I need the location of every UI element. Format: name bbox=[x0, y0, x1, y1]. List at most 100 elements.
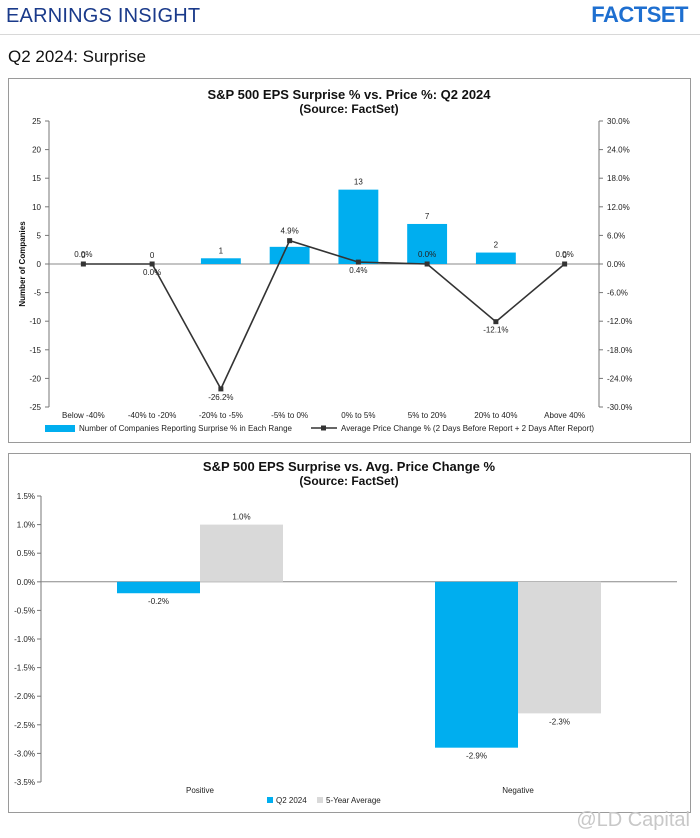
chart1-right-tick-label: 24.0% bbox=[607, 146, 630, 155]
chart1-line-label: 0.0% bbox=[418, 250, 436, 259]
chart2-y-tick-label: -3.0% bbox=[14, 749, 35, 758]
chart1-category-label: -20% to -5% bbox=[199, 411, 243, 420]
chart1-right-tick-label: 18.0% bbox=[607, 174, 630, 183]
chart1-line-marker bbox=[424, 261, 430, 267]
chart2-category-label: Negative bbox=[502, 786, 534, 795]
chart2-legend-swatch bbox=[317, 797, 323, 803]
chart2-bar bbox=[200, 524, 283, 582]
chart2-y-tick-label: -2.5% bbox=[14, 721, 35, 730]
chart2-title: S&P 500 EPS Surprise vs. Avg. Price Chan… bbox=[203, 459, 496, 474]
chart1-category-label: Above 40% bbox=[544, 411, 585, 420]
section-subtitle: Q2 2024: Surprise bbox=[8, 47, 146, 66]
chart1-right-tick-label: -12.0% bbox=[607, 317, 632, 326]
factset-logo: FACTSET bbox=[591, 2, 688, 27]
chart1-bar bbox=[269, 246, 310, 264]
chart1-line-label: -12.1% bbox=[483, 326, 508, 335]
chart2-y-tick-label: 1.0% bbox=[17, 521, 35, 530]
eps-surprise-vs-price-chart-panel: S&P 500 EPS Surprise % vs. Price %: Q2 2… bbox=[8, 78, 691, 443]
chart1-legend-line-marker bbox=[321, 425, 326, 431]
chart1-legend-line-label: Average Price Change % (2 Days Before Re… bbox=[341, 424, 594, 433]
chart1-bar-label: 2 bbox=[494, 241, 499, 250]
chart2-y-tick-label: 1.5% bbox=[17, 492, 35, 501]
page-header-title: EARNINGS INSIGHT bbox=[6, 5, 201, 27]
chart1-left-tick-label: 5 bbox=[37, 231, 42, 240]
chart1-title: S&P 500 EPS Surprise % vs. Price %: Q2 2… bbox=[207, 87, 491, 102]
chart1-left-tick-label: -5 bbox=[34, 289, 42, 298]
chart1-legend-bar-label: Number of Companies Reporting Surprise %… bbox=[79, 424, 293, 433]
chart2-legend-label: 5-Year Average bbox=[326, 796, 381, 805]
chart1-right-tick-label: 30.0% bbox=[607, 117, 630, 126]
watermark: @LD Capital bbox=[576, 809, 690, 831]
chart1-line-marker bbox=[80, 261, 86, 267]
chart2-category-label: Positive bbox=[186, 786, 215, 795]
chart1-bar-label: 0 bbox=[81, 251, 86, 260]
chart1-line-marker bbox=[493, 319, 499, 325]
chart2-bar bbox=[435, 581, 518, 748]
chart2-legend-swatch bbox=[267, 797, 273, 803]
chart1-right-tick-label: 0.0% bbox=[607, 260, 625, 269]
chart1-category-label: 5% to 20% bbox=[408, 411, 447, 420]
chart1-bar-label: 13 bbox=[354, 178, 363, 187]
chart1-line-label: 0.0% bbox=[74, 250, 92, 259]
chart1-right-tick-label: 6.0% bbox=[607, 231, 625, 240]
chart2-legend-label: Q2 2024 bbox=[276, 796, 307, 805]
chart1-category-label: Below -40% bbox=[62, 411, 105, 420]
chart1-line-label: 0.0% bbox=[556, 250, 574, 259]
chart1-bar bbox=[200, 258, 241, 264]
chart1-bar bbox=[338, 189, 379, 264]
chart2-bar-label: -2.9% bbox=[466, 752, 487, 761]
chart1-left-tick-label: 10 bbox=[32, 203, 41, 212]
chart2-y-tick-label: 0.0% bbox=[17, 578, 35, 587]
chart1-price-change-line bbox=[83, 239, 566, 391]
header-divider bbox=[0, 34, 700, 35]
chart2-y-tick-label: 0.5% bbox=[17, 549, 35, 558]
chart1-line-marker bbox=[287, 238, 293, 244]
chart1-category-label: -5% to 0% bbox=[271, 411, 308, 420]
chart1-category-label: -40% to -20% bbox=[128, 411, 176, 420]
chart1-bar-label: 0 bbox=[150, 251, 155, 260]
chart1-right-tick-label: 12.0% bbox=[607, 203, 630, 212]
surprise-vs-avg-price-chart: S&P 500 EPS Surprise vs. Avg. Price Chan… bbox=[14, 459, 677, 805]
chart1-y-axis-label: Number of Companies bbox=[18, 221, 27, 307]
chart1-left-tick-label: -10 bbox=[29, 317, 41, 326]
chart2-y-tick-label: -2.0% bbox=[14, 692, 35, 701]
chart1-category-label: 20% to 40% bbox=[474, 411, 517, 420]
chart1-line-label: 4.9% bbox=[281, 227, 299, 236]
chart1-category-label: 0% to 5% bbox=[341, 411, 375, 420]
chart1-line-marker bbox=[218, 386, 224, 392]
surprise-vs-avg-price-chart-panel: S&P 500 EPS Surprise vs. Avg. Price Chan… bbox=[8, 453, 691, 813]
chart1-right-tick-label: -6.0% bbox=[607, 289, 628, 298]
chart1-legend-bar-swatch bbox=[45, 425, 75, 432]
chart2-bar-label: -2.3% bbox=[549, 717, 570, 726]
chart1-left-tick-label: -20 bbox=[29, 374, 41, 383]
chart1-line-marker bbox=[562, 261, 568, 267]
chart1-bar-label: 0 bbox=[562, 251, 567, 260]
chart1-right-tick-label: -24.0% bbox=[607, 374, 632, 383]
chart1-bar bbox=[407, 223, 448, 264]
chart1-line-label: -26.2% bbox=[208, 393, 233, 402]
chart1-source: (Source: FactSet) bbox=[299, 102, 398, 116]
chart1-left-tick-label: 0 bbox=[37, 260, 42, 269]
chart1-line-marker bbox=[149, 261, 155, 267]
chart1-line-marker bbox=[355, 259, 361, 265]
chart1-bar-label: 1 bbox=[219, 246, 224, 255]
chart1-left-tick-label: -25 bbox=[29, 403, 41, 412]
eps-surprise-vs-price-chart: S&P 500 EPS Surprise % vs. Price %: Q2 2… bbox=[18, 87, 632, 433]
chart1-line-label: 0.0% bbox=[143, 268, 161, 277]
chart1-right-tick-label: -18.0% bbox=[607, 346, 632, 355]
chart1-left-tick-label: 20 bbox=[32, 146, 41, 155]
chart2-y-tick-label: -3.5% bbox=[14, 778, 35, 787]
chart2-y-tick-label: -1.0% bbox=[14, 635, 35, 644]
chart1-right-tick-label: -30.0% bbox=[607, 403, 632, 412]
chart1-line-label: 0.4% bbox=[349, 266, 367, 275]
chart1-left-tick-label: -15 bbox=[29, 346, 41, 355]
chart1-bar bbox=[475, 252, 516, 264]
chart2-source: (Source: FactSet) bbox=[299, 474, 398, 488]
chart2-bar bbox=[518, 581, 601, 714]
chart2-y-tick-label: -1.5% bbox=[14, 664, 35, 673]
chart2-bar-label: 1.0% bbox=[232, 513, 250, 522]
chart2-bar-label: -0.2% bbox=[148, 597, 169, 606]
chart1-left-tick-label: 15 bbox=[32, 174, 41, 183]
chart1-left-tick-label: 25 bbox=[32, 117, 41, 126]
chart2-bar bbox=[117, 581, 200, 594]
